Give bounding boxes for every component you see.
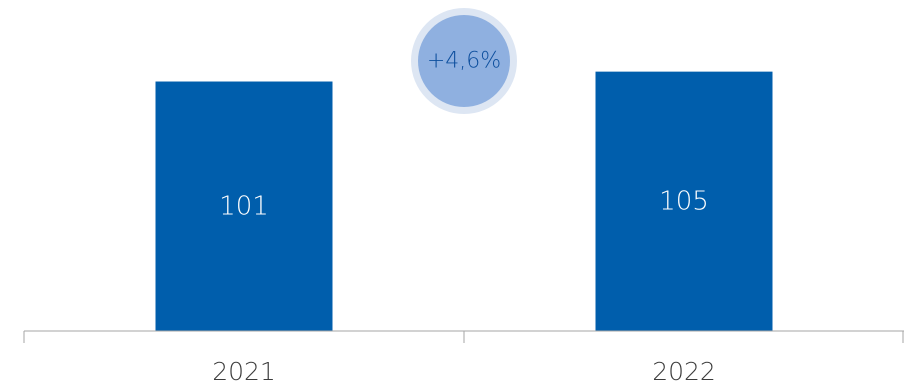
growth-badge: +4,6% xyxy=(411,8,517,114)
growth-badge-circle xyxy=(418,15,510,107)
x-ticks: 2021 2022 xyxy=(23,331,904,386)
growth-label: +4,6% xyxy=(427,49,501,74)
data-label-2022: 105 xyxy=(659,186,709,216)
bar-2021 xyxy=(155,81,333,331)
bar-2022 xyxy=(595,71,773,331)
x-tick-label-2021: 2021 xyxy=(212,357,276,386)
x-tick-label-2022: 2022 xyxy=(652,357,716,386)
bars: 101 105 xyxy=(155,71,773,331)
data-label-2021: 101 xyxy=(219,191,269,221)
